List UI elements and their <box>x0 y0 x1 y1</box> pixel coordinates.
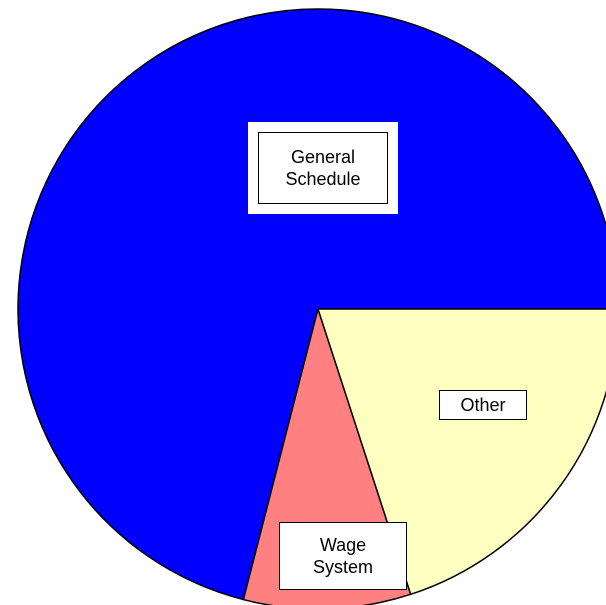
slice-label: Wage System <box>312 535 373 577</box>
slice-label: General Schedule <box>258 132 388 204</box>
slice-label-box: Other <box>439 390 527 420</box>
slice-label-box: General Schedule <box>248 122 398 214</box>
slice-label-box: Wage System <box>279 522 407 590</box>
slice-label: Other <box>439 390 527 420</box>
pie-slice <box>17 8 606 601</box>
